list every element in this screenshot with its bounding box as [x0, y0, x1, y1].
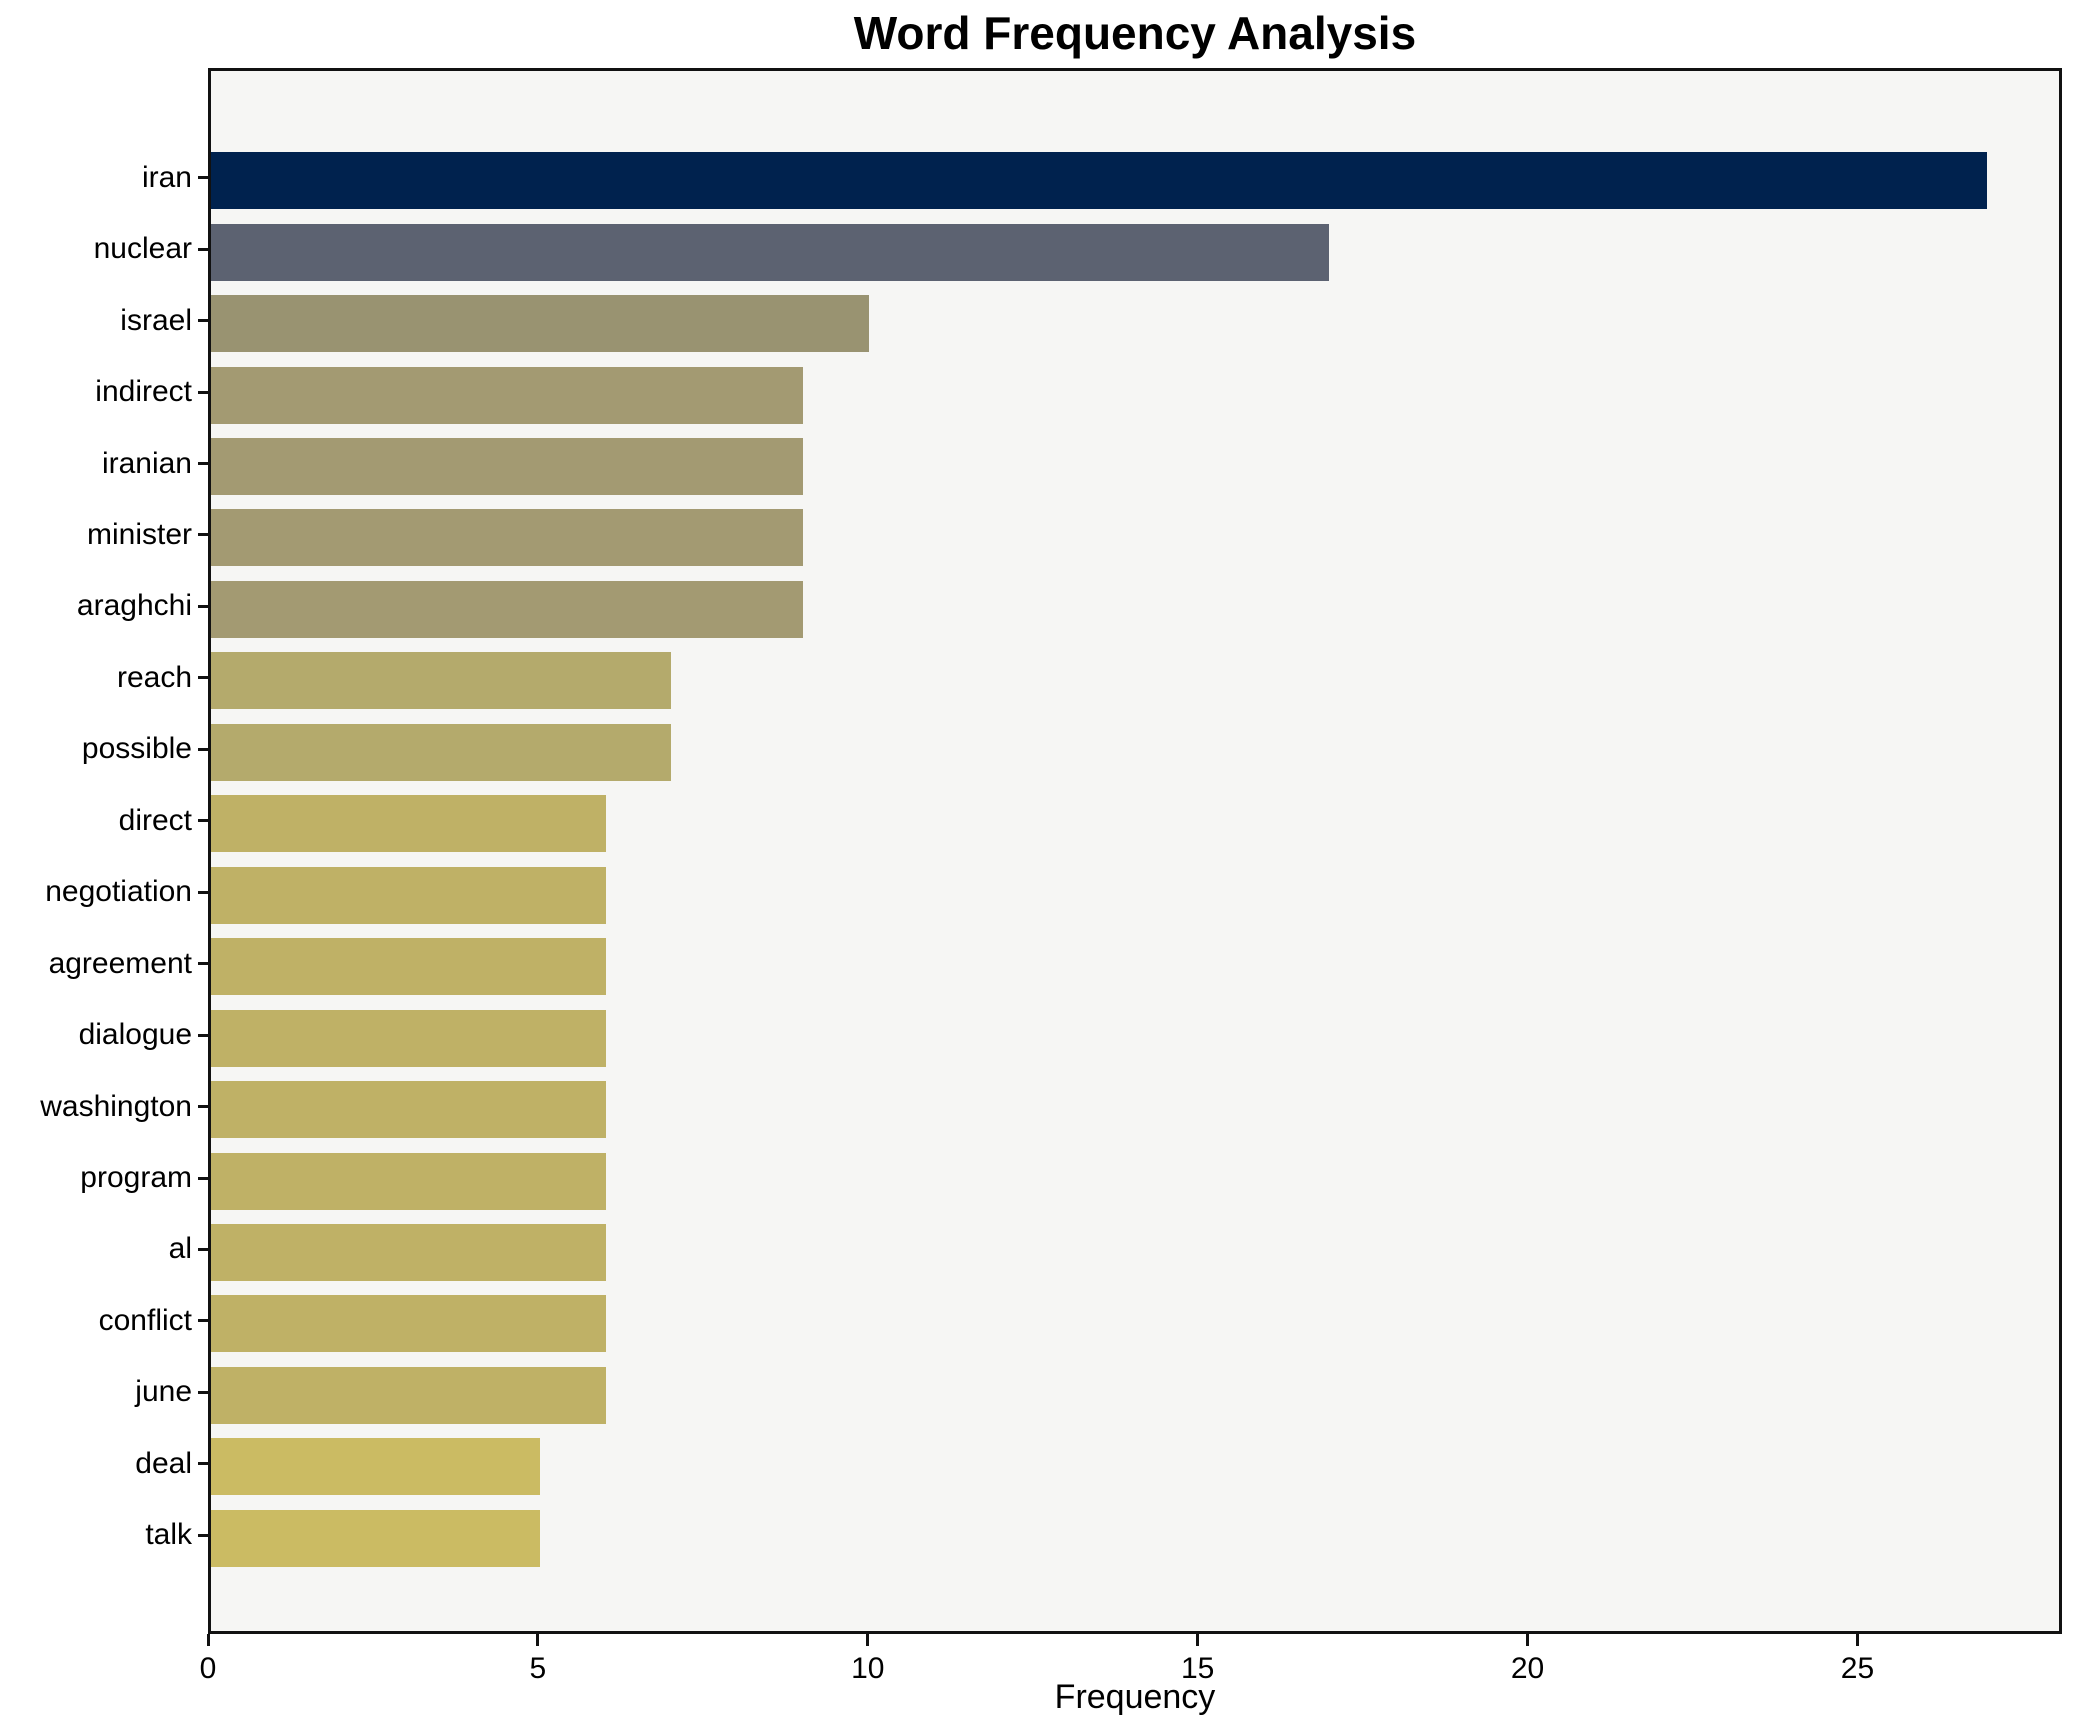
- bar-row: [211, 1002, 2059, 1073]
- bar-row: [211, 1360, 2059, 1431]
- bar-row: [211, 431, 2059, 502]
- y-tick-mark: [198, 604, 208, 608]
- y-tick-label-iranian: iranian: [101, 446, 192, 480]
- y-tick-label-reach: reach: [116, 660, 192, 694]
- bar-reach: [211, 652, 672, 710]
- bar-talk: [211, 1509, 540, 1567]
- y-tick-mark: [198, 819, 208, 823]
- bar-deal: [211, 1438, 540, 1496]
- x-tick-label-10: 10: [851, 1652, 885, 1685]
- bar-row: [211, 717, 2059, 788]
- x-tick-mark: [206, 1634, 210, 1646]
- bar-row: [211, 502, 2059, 573]
- y-tick-mark: [198, 676, 208, 680]
- y-tick-label-agreement: agreement: [48, 946, 192, 980]
- chart-title: Word Frequency Analysis: [853, 7, 1417, 59]
- y-tick-mark: [198, 1462, 208, 1466]
- x-tick-mark: [536, 1634, 540, 1646]
- y-tick-mark: [198, 1105, 208, 1109]
- y-tick-mark: [198, 962, 208, 966]
- bar-row: [211, 574, 2059, 645]
- y-tick-label-iran: iran: [141, 160, 192, 194]
- y-tick-mark: [198, 247, 208, 251]
- bar-row: [211, 288, 2059, 359]
- x-tick-label-0: 0: [199, 1652, 217, 1685]
- y-tick-mark: [198, 890, 208, 894]
- bar-indirect: [211, 366, 803, 424]
- bar-row: [211, 1074, 2059, 1145]
- bar-row: [211, 645, 2059, 716]
- bar-row: [211, 1288, 2059, 1359]
- x-tick-label-15: 15: [1180, 1652, 1215, 1685]
- bar-row: [211, 1431, 2059, 1502]
- x-tick-mark: [1196, 1634, 1200, 1646]
- y-tick-label-direct: direct: [118, 803, 192, 837]
- y-tick-label-washington: washington: [40, 1089, 192, 1123]
- y-tick-label-negotiation: negotiation: [45, 875, 192, 909]
- plot-area: [208, 68, 2062, 1634]
- y-tick-label-nuclear: nuclear: [93, 232, 192, 266]
- bar-araghchi: [211, 580, 803, 638]
- y-tick-label-possible: possible: [81, 732, 192, 766]
- y-tick-label-indirect: indirect: [95, 375, 192, 409]
- y-tick-mark: [198, 462, 208, 466]
- bar-nuclear: [211, 223, 1329, 281]
- bar-june: [211, 1366, 606, 1424]
- bar-agreement: [211, 938, 606, 996]
- bar-dialogue: [211, 1009, 606, 1067]
- bar-possible: [211, 723, 672, 781]
- bar-row: [211, 145, 2059, 216]
- y-tick-mark: [198, 1319, 208, 1323]
- bar-minister: [211, 509, 803, 567]
- y-tick-label-araghchi: araghchi: [76, 589, 192, 623]
- bar-direct: [211, 795, 606, 853]
- y-tick-label-deal: deal: [135, 1446, 192, 1480]
- y-tick-mark: [198, 533, 208, 537]
- y-tick-mark: [198, 747, 208, 751]
- bar-israel: [211, 295, 869, 353]
- bar-row: [211, 1145, 2059, 1216]
- x-axis-label: Frequency: [1054, 1678, 1216, 1716]
- x-tick-label-20: 20: [1510, 1652, 1545, 1685]
- y-tick-label-minister: minister: [86, 517, 192, 551]
- bar-program: [211, 1152, 606, 1210]
- bar-washington: [211, 1081, 606, 1139]
- y-tick-label-al: al: [168, 1232, 192, 1266]
- x-tick-label-5: 5: [529, 1652, 547, 1685]
- x-tick-mark: [1855, 1634, 1859, 1646]
- x-tick-label-25: 25: [1840, 1652, 1875, 1685]
- x-tick-mark: [866, 1634, 870, 1646]
- y-tick-mark: [198, 1533, 208, 1537]
- y-tick-mark: [198, 319, 208, 323]
- y-tick-label-program: program: [80, 1161, 192, 1195]
- y-tick-label-israel: israel: [120, 303, 192, 337]
- y-tick-mark: [198, 1247, 208, 1251]
- bar-row: [211, 1503, 2059, 1574]
- bar-al: [211, 1223, 606, 1281]
- bar-row: [211, 931, 2059, 1002]
- bar-row: [211, 860, 2059, 931]
- bar-iranian: [211, 438, 803, 496]
- y-tick-mark: [198, 390, 208, 394]
- y-tick-label-dialogue: dialogue: [78, 1018, 192, 1052]
- y-tick-label-june: june: [135, 1375, 192, 1409]
- y-tick-label-talk: talk: [145, 1518, 192, 1552]
- bar-row: [211, 788, 2059, 859]
- y-tick-mark: [198, 1176, 208, 1180]
- y-tick-mark: [198, 176, 208, 180]
- bar-conflict: [211, 1295, 606, 1353]
- bar-negotiation: [211, 866, 606, 924]
- y-tick-mark: [198, 1390, 208, 1394]
- bar-row: [211, 359, 2059, 430]
- x-tick-mark: [1526, 1634, 1530, 1646]
- bar-row: [211, 216, 2059, 287]
- bar-row: [211, 1217, 2059, 1288]
- bar-iran: [211, 152, 1987, 210]
- y-tick-mark: [198, 1033, 208, 1037]
- y-tick-label-conflict: conflict: [98, 1303, 192, 1337]
